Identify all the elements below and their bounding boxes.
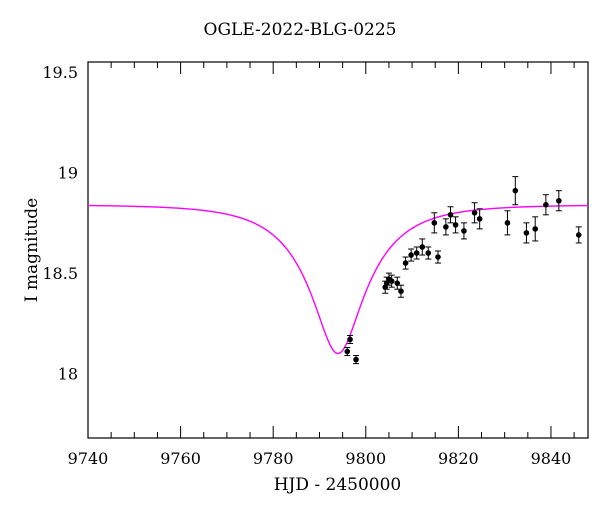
data-point: [512, 176, 519, 206]
data-point: [447, 206, 454, 224]
point-marker: [461, 228, 467, 234]
x-tick-label: 9780: [253, 449, 294, 468]
point-marker: [344, 348, 351, 355]
point-marker: [443, 224, 449, 230]
model-curve: [87, 204, 589, 355]
x-tick-label: 9800: [345, 449, 386, 468]
x-tick-label: 9840: [531, 449, 572, 468]
y-tick-label: 18.5: [42, 264, 78, 283]
point-marker: [476, 216, 483, 222]
point-marker: [556, 197, 562, 204]
data-point: [442, 218, 449, 236]
point-marker: [402, 260, 409, 266]
point-marker: [398, 288, 404, 295]
data-point: [419, 238, 426, 256]
point-marker: [353, 356, 359, 363]
data-point: [555, 190, 562, 212]
point-marker: [388, 278, 395, 284]
point-marker: [431, 220, 438, 226]
data-point: [471, 202, 478, 224]
y-tick-label: 18: [58, 365, 78, 384]
x-axis-label: HJD - 2450000: [273, 475, 402, 495]
point-marker: [408, 252, 414, 258]
point-marker: [543, 201, 549, 208]
data-point: [388, 274, 395, 288]
data-point: [435, 250, 441, 264]
data-points: [344, 176, 582, 365]
data-point: [532, 216, 539, 242]
x-tick-label: 9820: [438, 449, 479, 468]
y-tick-label: 19.5: [42, 63, 78, 82]
data-point: [394, 276, 401, 290]
data-point: [344, 347, 351, 357]
point-marker: [394, 280, 401, 286]
data-point: [452, 216, 459, 234]
point-marker: [471, 210, 478, 216]
data-point: [476, 208, 483, 230]
axis-tick-labels: 9740 9760 9780 9800 9820 9840 18 18.5 19 19.5: [42, 63, 571, 468]
data-point: [347, 334, 354, 344]
x-tick-label: 9740: [68, 449, 109, 468]
data-point: [431, 212, 438, 234]
point-marker: [512, 187, 519, 194]
point-marker: [347, 336, 353, 343]
point-marker: [523, 230, 530, 236]
data-point: [504, 210, 511, 236]
data-point: [402, 256, 409, 270]
point-marker: [447, 212, 454, 218]
data-point: [460, 222, 467, 240]
plot-frame: [87, 61, 589, 439]
data-point: [408, 248, 415, 262]
data-point: [397, 284, 404, 298]
y-tick-label: 19: [58, 164, 78, 183]
point-marker: [413, 250, 420, 256]
data-point: [413, 246, 420, 260]
data-point: [523, 222, 530, 244]
point-marker: [425, 250, 432, 256]
data-point: [425, 246, 432, 260]
point-marker: [575, 232, 582, 238]
point-marker: [532, 226, 539, 232]
point-marker: [504, 220, 511, 226]
x-tick-label: 9760: [160, 449, 201, 468]
data-point: [575, 226, 582, 244]
point-marker: [419, 244, 426, 250]
data-point: [353, 355, 360, 365]
chart-title: OGLE-2022-BLG-0225: [203, 20, 397, 40]
point-marker: [435, 254, 441, 260]
point-marker: [452, 222, 459, 228]
data-point: [542, 194, 549, 216]
axis-ticks: [87, 62, 575, 438]
